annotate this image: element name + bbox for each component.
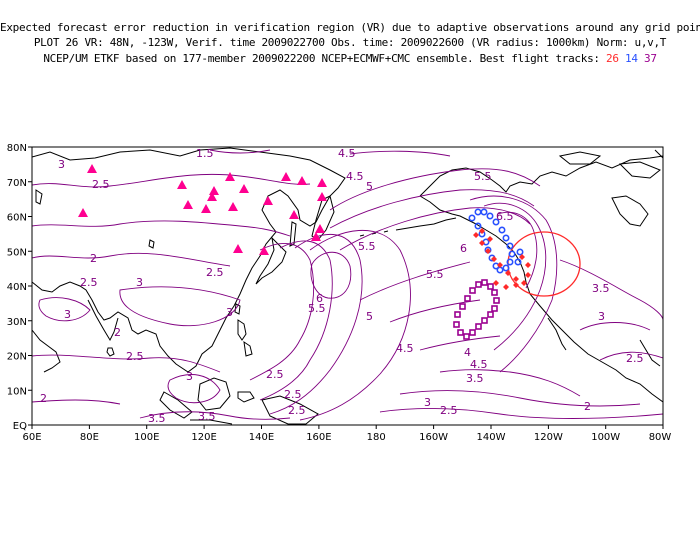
- contour-label: 6: [316, 292, 323, 305]
- lat-tick-label: 70N: [7, 178, 27, 189]
- observation-sites: [78, 164, 327, 255]
- contour-label: 2.5: [92, 178, 110, 191]
- contour-label: 2.5: [284, 388, 302, 401]
- lat-tick-label: 50N: [7, 247, 27, 258]
- contour-label: 2: [40, 392, 47, 405]
- flight-track-37: [453, 279, 500, 340]
- contour-label: 3.5: [466, 372, 484, 385]
- longitude-axis: 60E 80E 100E 120E 140E 160E 180 160W 140…: [22, 432, 671, 443]
- title-line-1: Expected forecast error reduction in ver…: [0, 21, 700, 34]
- lat-tick-label: 40N: [7, 282, 27, 293]
- contour-label: 2.5: [266, 368, 284, 381]
- lon-tick-label: 160W: [419, 432, 448, 443]
- contour-label: 2.5: [126, 350, 144, 363]
- contour-label: 3: [598, 310, 605, 323]
- contour-label: 5: [366, 310, 373, 323]
- lon-tick-label: 160E: [306, 432, 331, 443]
- lon-tick-label: 80E: [80, 432, 99, 443]
- lat-tick-label: 20N: [7, 352, 27, 363]
- flight-track-26-label: 26: [606, 52, 619, 65]
- lat-tick-label: 30N: [7, 317, 27, 328]
- contour-label: 5.5: [308, 302, 326, 315]
- contour-lines: [32, 149, 663, 421]
- contour-label: 2.5: [288, 404, 306, 417]
- lat-tick-label: 80N: [7, 143, 27, 154]
- contour-label: 5.5: [474, 170, 492, 183]
- lat-tick-label: EQ: [13, 421, 27, 432]
- contour-label: 3: [226, 306, 233, 319]
- flight-track-14: [468, 208, 524, 274]
- title-line-3: NCEP/UM ETKF based on 177-member 2009022…: [0, 52, 700, 65]
- contour-label: 5: [366, 180, 373, 193]
- contour-label: 5.5: [426, 268, 444, 281]
- contour-label: 3: [64, 308, 71, 321]
- contour-label: 1.5: [196, 147, 214, 160]
- contour-label: 4.5: [396, 342, 414, 355]
- contour-label: 3: [186, 370, 193, 383]
- title-line-2: PLOT 26 VR: 48N, -123W, Verif. time 2009…: [33, 36, 667, 49]
- lon-tick-label: 100W: [591, 432, 620, 443]
- contour-label: 3.5: [198, 410, 216, 423]
- contour-label: 3: [58, 158, 65, 171]
- coastlines: [32, 147, 663, 425]
- map-frame: [31, 146, 664, 426]
- latitude-axis: 80N 70N 60N 50N 40N 30N 20N 10N EQ: [7, 143, 27, 432]
- flight-track-26: [473, 228, 531, 290]
- contour-label: 2.5: [440, 404, 458, 417]
- contour-label: 3.5: [148, 412, 166, 425]
- lon-tick-label: 140W: [477, 432, 506, 443]
- title-line-3-text: NCEP/UM ETKF based on 177-member 2009022…: [43, 52, 600, 65]
- lon-tick-label: 140E: [249, 432, 274, 443]
- contour-label: 2.5: [626, 352, 644, 365]
- contour-label: 6: [460, 242, 467, 255]
- contour-label: 2.5: [80, 276, 98, 289]
- flight-track-14-label: 14: [625, 52, 638, 65]
- lon-tick-label: 60E: [22, 432, 41, 443]
- lon-tick-label: 120E: [191, 432, 216, 443]
- contour-label: 2: [90, 252, 97, 265]
- lon-tick-label: 120W: [534, 432, 563, 443]
- contour-label: 4.5: [346, 170, 364, 183]
- contour-label: 2: [584, 400, 591, 413]
- lon-tick-label: 80W: [649, 432, 672, 443]
- contour-label: 5.5: [358, 240, 376, 253]
- flight-track-37-label: 37: [644, 52, 657, 65]
- lat-tick-label: 60N: [7, 213, 27, 224]
- lon-tick-label: 180: [367, 432, 386, 443]
- contour-label: 3: [136, 276, 143, 289]
- lon-tick-label: 100E: [134, 432, 159, 443]
- contour-label: 4: [464, 346, 471, 359]
- contour-label: 6.5: [496, 210, 514, 223]
- contour-label: 3.5: [592, 282, 610, 295]
- contour-label: 2.5: [206, 266, 224, 279]
- tick-marks: [28, 146, 664, 429]
- contour-label: 4.5: [470, 358, 488, 371]
- contour-label: 2: [114, 326, 121, 339]
- contour-labels: 3 2.5 2 1.5 3 2.5 3 2.5 2 3 2.5 3 3.5 4.…: [40, 147, 644, 425]
- lat-tick-label: 10N: [7, 386, 27, 397]
- contour-label: 4.5: [338, 147, 356, 160]
- contour-label: 3: [424, 396, 431, 409]
